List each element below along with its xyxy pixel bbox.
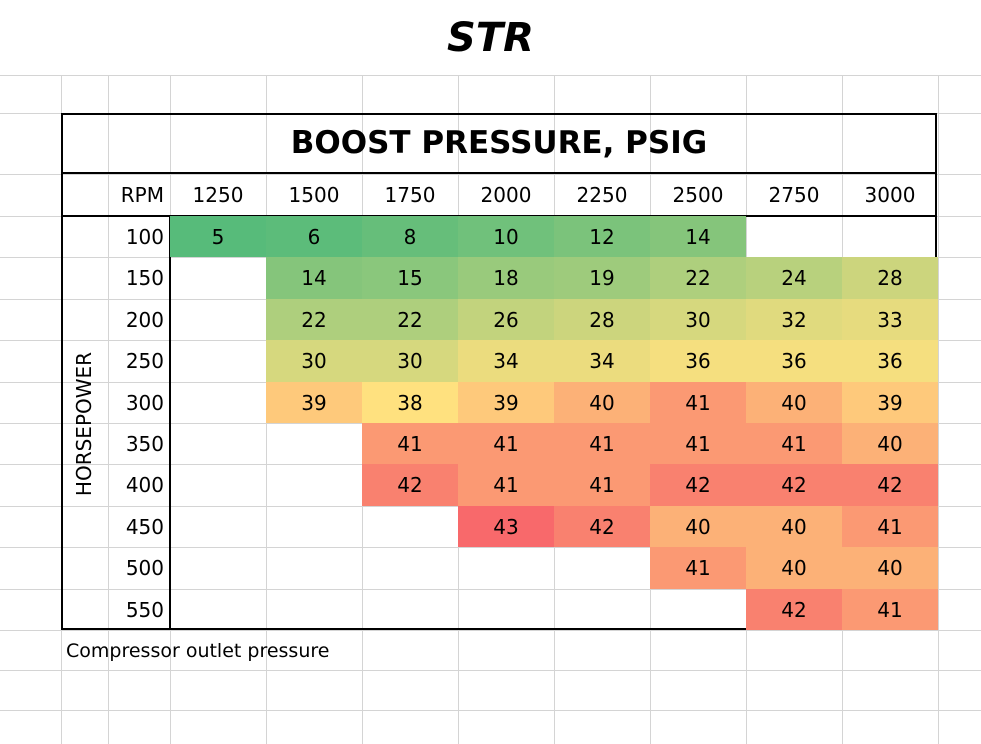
column-header: 2750 (768, 183, 820, 207)
heatmap-cell: 28 (554, 299, 650, 340)
gridline (108, 75, 109, 744)
row-header: 200 (125, 307, 164, 332)
heatmap-cell: 41 (554, 464, 650, 506)
row-header: 250 (125, 349, 164, 373)
row-header: 550 (125, 597, 164, 622)
column-header: 1250 (192, 183, 244, 207)
heatmap-cell: 22 (266, 299, 362, 340)
horsepower-label: HORSEPOWER (72, 351, 97, 496)
heatmap-cell: 38 (362, 382, 458, 423)
heatmap-cell: 19 (554, 257, 650, 299)
heatmap-cell: 40 (746, 506, 842, 547)
heatmap-cell: 41 (650, 423, 746, 464)
heatmap-cell: 34 (554, 340, 650, 382)
heatmap-cell: 40 (746, 547, 842, 589)
heatmap-cell: 40 (842, 547, 938, 589)
heatmap-cell: 39 (266, 382, 362, 423)
column-header: 2000 (480, 183, 532, 207)
heatmap-cell: 36 (650, 340, 746, 382)
rpm-label: RPM (120, 183, 164, 207)
heatmap-cell: 5 (170, 216, 266, 257)
heatmap-cell: 22 (650, 257, 746, 299)
heatmap-cell: 41 (458, 464, 554, 506)
heatmap-cell: 34 (458, 340, 554, 382)
heatmap-cell: 36 (746, 340, 842, 382)
heatmap-cell: 30 (266, 340, 362, 382)
heatmap-cell: 41 (554, 423, 650, 464)
heatmap-cell: 41 (842, 589, 938, 630)
heatmap-cell: 12 (554, 216, 650, 257)
heatmap-cell: 41 (650, 382, 746, 423)
footnote: Compressor outlet pressure (66, 640, 330, 662)
gridline (0, 589, 981, 590)
heatmap-cell: 41 (842, 506, 938, 547)
heatmap-cell: 40 (650, 506, 746, 547)
heatmap-cell: 10 (458, 216, 554, 257)
heatmap-cell: 42 (746, 589, 842, 630)
heatmap-cell: 26 (458, 299, 554, 340)
gridline (0, 670, 981, 671)
column-header: 1500 (288, 183, 340, 207)
heatmap-cell: 39 (842, 382, 938, 423)
horsepower-label-wrap: HORSEPOWER (61, 217, 108, 630)
column-header: 2500 (672, 183, 724, 207)
heatmap-cell: 14 (266, 257, 362, 299)
heatmap-cell: 22 (362, 299, 458, 340)
heatmap-cell: 8 (362, 216, 458, 257)
row-header: 150 (125, 266, 164, 290)
row-header: 400 (125, 473, 164, 497)
heatmap-cell: 28 (842, 257, 938, 299)
heatmap-cell: 36 (842, 340, 938, 382)
gridline (0, 630, 981, 631)
heatmap-cell: 41 (362, 423, 458, 464)
heatmap-cell: 40 (842, 423, 938, 464)
heatmap-cell: 15 (362, 257, 458, 299)
heatmap-cell: 6 (266, 216, 362, 257)
heatmap-cell: 40 (746, 382, 842, 423)
gridline (0, 75, 981, 76)
heatmap-cell: 43 (458, 506, 554, 547)
heatmap-cell: 42 (746, 464, 842, 506)
row-header: 500 (125, 556, 164, 580)
column-header: 2250 (576, 183, 628, 207)
heatmap-cell: 30 (362, 340, 458, 382)
gridline (938, 75, 939, 744)
gridline (0, 547, 981, 548)
heatmap-cell: 42 (650, 464, 746, 506)
heatmap-cell: 18 (458, 257, 554, 299)
row-header: 100 (125, 224, 164, 249)
row-header: 350 (125, 431, 164, 456)
sheet-title: STR (447, 14, 534, 61)
heatmap-cell: 42 (362, 464, 458, 506)
heatmap-cell: 32 (746, 299, 842, 340)
table-header: BOOST PRESSURE, PSIG (61, 113, 937, 174)
gridline (0, 174, 981, 175)
heatmap-cell: 42 (842, 464, 938, 506)
row-header: 450 (125, 514, 164, 539)
heatmap-cell: 41 (458, 423, 554, 464)
heatmap-cell: 30 (650, 299, 746, 340)
row-header: 300 (125, 390, 164, 415)
heatmap-cell: 39 (458, 382, 554, 423)
heatmap-cell: 41 (650, 547, 746, 589)
column-header: 3000 (864, 183, 916, 207)
heatmap-cell: 42 (554, 506, 650, 547)
heatmap-cell: 41 (746, 423, 842, 464)
heatmap-cell: 24 (746, 257, 842, 299)
heatmap-cell: 33 (842, 299, 938, 340)
heatmap-cell: 14 (650, 216, 746, 257)
divider (169, 215, 171, 630)
column-header: 1750 (384, 183, 436, 207)
gridline (0, 710, 981, 711)
heatmap-cell: 40 (554, 382, 650, 423)
